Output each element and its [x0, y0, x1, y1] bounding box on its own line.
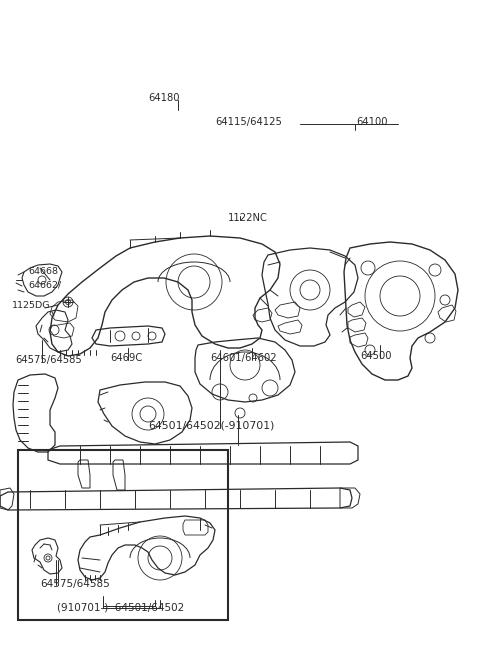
- Text: 64575/64585: 64575/64585: [15, 355, 82, 365]
- Text: 64100: 64100: [356, 117, 387, 127]
- Text: 64601/64602: 64601/64602: [210, 353, 276, 363]
- Bar: [18, 450, 228, 620]
- Text: 1122NC: 1122NC: [228, 213, 268, 223]
- Text: 64575/64585: 64575/64585: [40, 579, 110, 589]
- Text: 64500: 64500: [360, 351, 392, 361]
- Text: 64662/: 64662/: [28, 281, 61, 290]
- Text: 64180: 64180: [148, 93, 180, 103]
- Text: 64501/64502(-910701): 64501/64502(-910701): [148, 420, 275, 430]
- Text: (910701-)  64501/64502: (910701-) 64501/64502: [57, 602, 184, 612]
- Text: 64668: 64668: [28, 267, 58, 277]
- Text: 1125DG: 1125DG: [12, 300, 50, 309]
- Text: 64115/64125: 64115/64125: [215, 117, 282, 127]
- Text: 6469C: 6469C: [110, 353, 142, 363]
